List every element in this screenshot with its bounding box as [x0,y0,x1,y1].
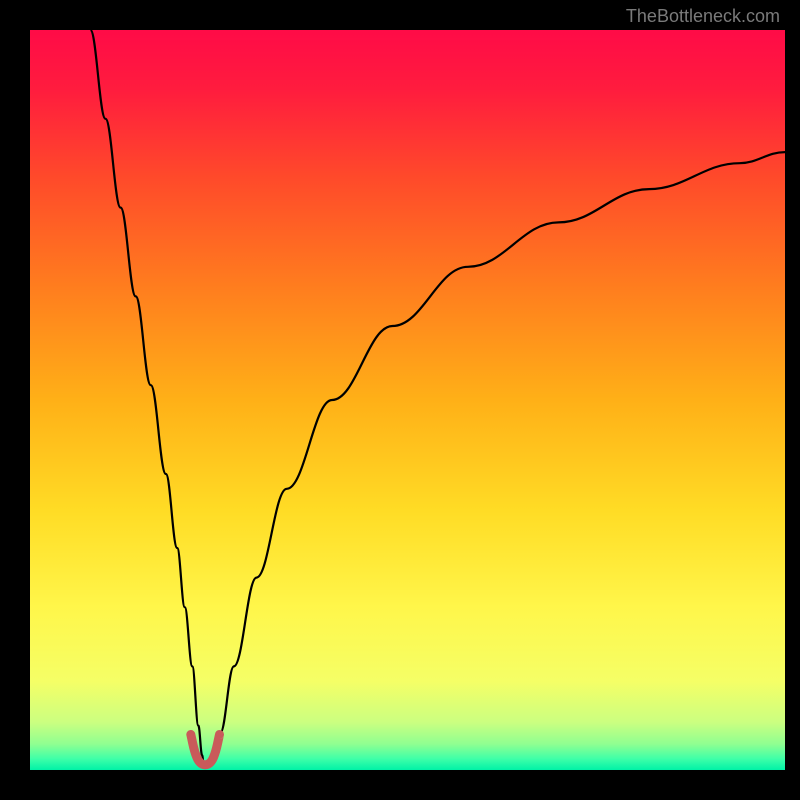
chart-svg [30,30,785,770]
chart-frame: TheBottleneck.com [0,0,800,800]
optimal-range-highlight [191,734,220,764]
bottleneck-curve [90,30,785,764]
watermark-text: TheBottleneck.com [626,6,780,27]
plot-area [30,30,785,770]
